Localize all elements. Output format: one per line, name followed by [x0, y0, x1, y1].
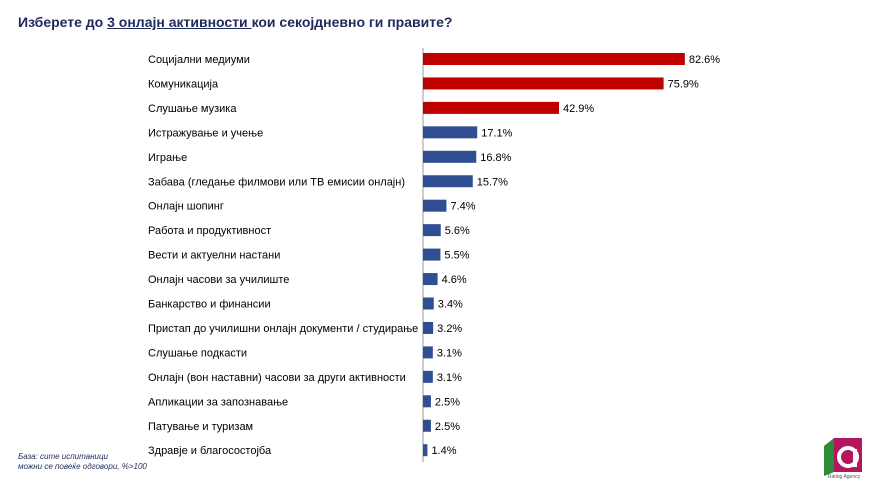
logo-text: Rating Agency — [827, 474, 861, 480]
bar — [423, 248, 441, 261]
data-label: 3.1% — [437, 347, 462, 359]
bar — [423, 175, 473, 188]
logo-letter-a-stem — [853, 449, 857, 467]
bar — [423, 224, 441, 237]
logo-green-shape — [824, 438, 834, 476]
category-label: Забава (гледање филмови или ТВ емисии он… — [148, 176, 405, 188]
bar — [423, 53, 685, 65]
category-label: Онлајн шопинг — [148, 201, 224, 213]
data-label: 3.2% — [437, 323, 462, 335]
bar — [423, 419, 431, 432]
category-label: Слушање подкасти — [148, 347, 247, 359]
category-label: Банкарство и финансии — [148, 299, 271, 311]
data-label: 1.4% — [431, 445, 456, 457]
title-suffix: кои секојдневно ги правите? — [251, 14, 453, 30]
category-label: Играње — [148, 152, 187, 164]
category-label: Истражување и учење — [148, 127, 263, 139]
bar — [423, 126, 478, 139]
bars-group: Социјални медиуми 82.6% Комуникација 75.9% С… — [148, 53, 720, 457]
title-emphasis: 3 онлајн активности — [107, 14, 252, 30]
bar — [423, 395, 431, 408]
bar — [423, 370, 433, 383]
data-label: 2.5% — [435, 421, 460, 433]
data-label: 5.6% — [445, 225, 470, 237]
category-label: Здравје и благосостојба — [148, 445, 272, 457]
bar — [423, 199, 447, 212]
category-label: Работа и продуктивност — [148, 225, 271, 237]
category-label: Слушање музика — [148, 103, 237, 115]
chart-title: Изберете до 3 онлајн активности кои секо… — [18, 14, 452, 30]
title-prefix: Изберете до — [18, 14, 108, 30]
data-label: 16.8% — [480, 152, 511, 164]
data-label: 4.6% — [442, 274, 467, 286]
data-label: 3.4% — [438, 299, 463, 311]
data-label: 3.1% — [437, 372, 462, 384]
category-label: Патување и туризам — [148, 421, 253, 433]
category-label: Пристап до училишни онлајн документи / с… — [148, 323, 418, 335]
category-label: Онлајн часови за училиште — [148, 274, 289, 286]
data-label: 75.9% — [668, 78, 699, 90]
data-label: 42.9% — [563, 103, 594, 115]
footnote-base: База: сите испитаници — [18, 452, 108, 461]
bar — [423, 297, 434, 310]
data-label: 7.4% — [450, 201, 475, 213]
bar — [423, 273, 438, 286]
category-label: Вести и актуелни настани — [148, 250, 280, 262]
data-label: 17.1% — [481, 127, 512, 139]
data-label: 2.5% — [435, 396, 460, 408]
category-label: Онлајн (вон наставни) часови за други ак… — [148, 372, 406, 384]
category-label: Апликации за запознавање — [148, 396, 288, 408]
footnote-note: можни се повеќе одговори, %>100 — [18, 462, 147, 471]
data-label: 82.6% — [689, 54, 720, 66]
data-label: 15.7% — [477, 176, 508, 188]
bar — [423, 444, 428, 457]
bar — [423, 77, 664, 90]
rating-agency-logo — [824, 438, 862, 476]
bar — [423, 101, 559, 114]
bar — [423, 150, 477, 163]
category-label: Комуникација — [148, 78, 219, 90]
data-label: 5.5% — [444, 250, 469, 262]
bar — [423, 346, 433, 359]
footnote: База: сите испитаници можни се повеќе од… — [18, 452, 147, 472]
bar — [423, 321, 434, 334]
category-label: Социјални медиуми — [148, 54, 250, 66]
